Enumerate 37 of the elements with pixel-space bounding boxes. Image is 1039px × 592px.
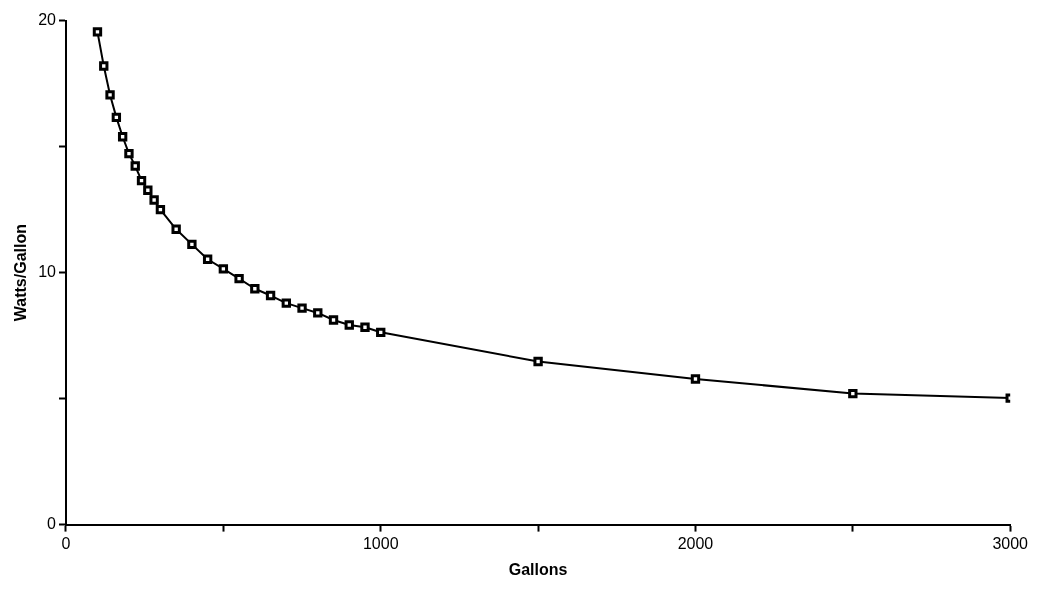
point [92, 27, 103, 37]
point [376, 327, 386, 338]
point [250, 284, 260, 294]
x-tick-label: 2000 [677, 534, 714, 552]
y-axis-title: Watts/Gallon [12, 224, 30, 322]
point [187, 239, 197, 250]
x-axis-title: Gallons [508, 560, 568, 578]
point [848, 388, 858, 399]
point [149, 195, 159, 205]
point [136, 175, 147, 186]
point [328, 315, 339, 325]
point [105, 90, 115, 100]
point [690, 374, 701, 384]
point [111, 112, 122, 123]
point [143, 185, 153, 195]
y-tick-label: 20 [38, 11, 57, 29]
point [533, 356, 543, 367]
point [99, 61, 109, 71]
point [344, 320, 354, 330]
x-tick-label: 1000 [362, 534, 399, 552]
point [130, 161, 140, 171]
x-tick-label: 3000 [992, 534, 1029, 552]
point [155, 204, 166, 215]
point [171, 224, 181, 234]
point [234, 273, 244, 284]
point [360, 322, 370, 332]
point [297, 303, 307, 313]
y-tick-label: 10 [38, 263, 57, 281]
point [202, 254, 213, 264]
point [124, 148, 134, 159]
y-tick-label: 0 [47, 515, 57, 533]
point [265, 290, 276, 301]
point [281, 298, 291, 308]
point [117, 132, 128, 142]
point [218, 264, 229, 274]
x-tick-label: 0 [61, 534, 71, 552]
point [313, 308, 323, 318]
